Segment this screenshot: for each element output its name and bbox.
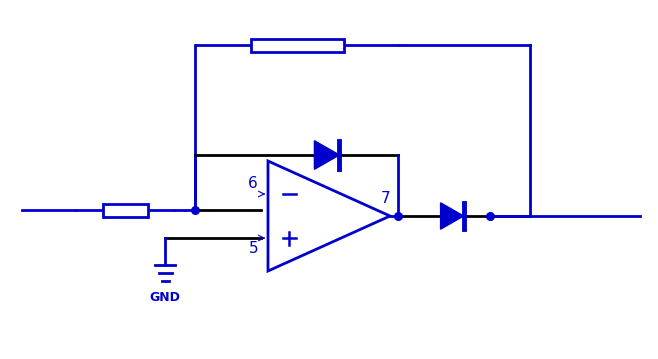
Bar <box>251 38 343 51</box>
Text: GND: GND <box>149 291 180 304</box>
Text: 5: 5 <box>248 241 258 256</box>
Polygon shape <box>441 203 464 229</box>
Polygon shape <box>268 161 390 271</box>
Polygon shape <box>315 141 340 169</box>
Text: 6: 6 <box>248 176 258 191</box>
Text: 7: 7 <box>380 191 390 206</box>
Bar <box>103 204 147 216</box>
